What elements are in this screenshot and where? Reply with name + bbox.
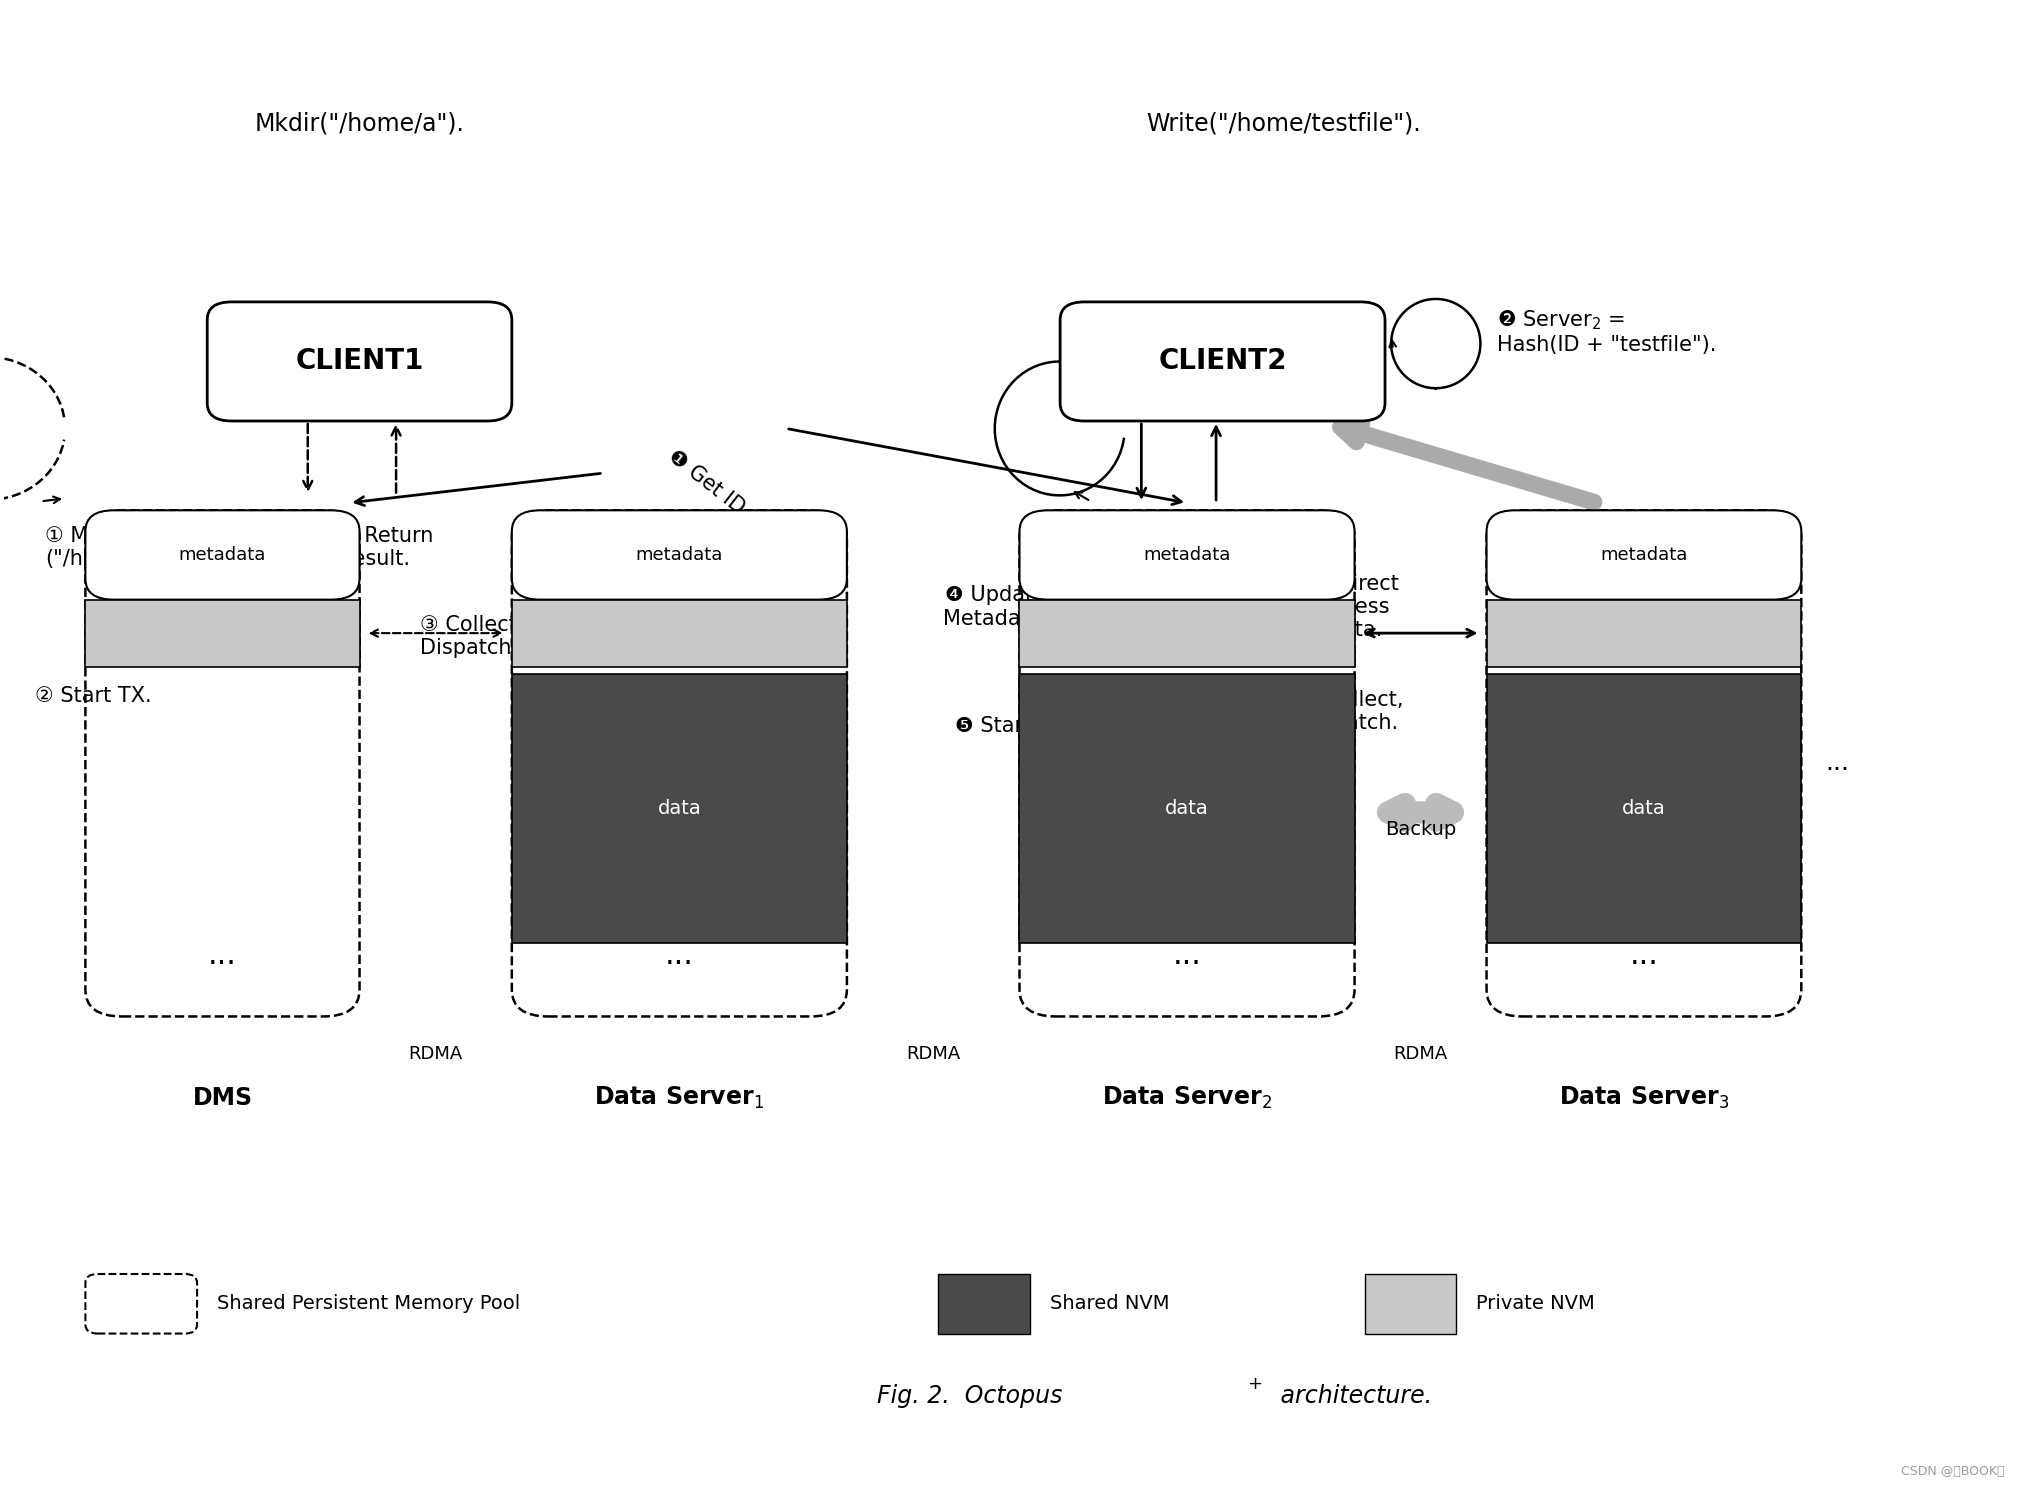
FancyBboxPatch shape [86,1274,198,1334]
Text: Mkdir("/home/a").: Mkdir("/home/a"). [255,111,465,135]
Text: metadata: metadata [179,546,267,564]
FancyBboxPatch shape [512,510,846,600]
Text: metadata: metadata [1601,546,1688,564]
Text: ❺ Start TX.: ❺ Start TX. [954,716,1070,737]
Text: Private NVM: Private NVM [1476,1295,1594,1313]
Text: ❶ Get ID ("/home").: ❶ Get ID ("/home"). [665,446,838,588]
FancyBboxPatch shape [1486,510,1800,1016]
Text: CLIENT1: CLIENT1 [296,347,424,376]
Text: ❷ Server$_2$ =
Hash(ID + "testfile").: ❷ Server$_2$ = Hash(ID + "testfile"). [1497,308,1717,355]
Text: Data Server$_1$: Data Server$_1$ [595,1085,765,1111]
Text: data: data [1623,799,1666,819]
Text: Data Server$_3$: Data Server$_3$ [1560,1085,1729,1111]
FancyBboxPatch shape [208,302,512,421]
FancyBboxPatch shape [86,510,359,600]
Text: data: data [1164,799,1209,819]
Text: metadata: metadata [636,546,724,564]
FancyBboxPatch shape [512,510,846,1016]
FancyBboxPatch shape [1020,510,1354,600]
Bar [512,600,846,666]
Text: CSDN @哔BOOK客: CSDN @哔BOOK客 [1900,1466,2004,1478]
Text: Write("/home/testfile").: Write("/home/testfile"). [1146,111,1421,135]
Text: data: data [657,799,701,819]
FancyBboxPatch shape [1060,302,1384,421]
Text: Shared Persistent Memory Pool: Shared Persistent Memory Pool [218,1295,520,1313]
Text: RDMA: RDMA [1393,1045,1448,1063]
Text: Backup: Backup [1384,820,1456,838]
Text: RDMA: RDMA [408,1045,463,1063]
Text: ② Start TX.: ② Start TX. [35,687,151,707]
Text: architecture.: architecture. [1272,1385,1433,1409]
Bar [1486,674,1800,943]
Text: ① Mkdir
("/home/a").: ① Mkdir ("/home/a"). [45,525,173,569]
FancyBboxPatch shape [1486,510,1800,600]
FancyBboxPatch shape [1020,510,1354,1016]
Text: Data Server$_2$: Data Server$_2$ [1103,1085,1272,1111]
FancyBboxPatch shape [86,510,359,1016]
Bar [938,1274,1030,1334]
Text: metadata: metadata [1144,546,1232,564]
Text: ④ Return
Result.: ④ Return Result. [338,525,434,569]
Bar [512,674,846,943]
Text: CLIENT2: CLIENT2 [1158,347,1287,376]
Text: ···: ··· [1172,951,1201,979]
Text: Fig. 2.  Octopus: Fig. 2. Octopus [877,1385,1062,1409]
Bar [86,600,359,666]
Text: ···: ··· [665,951,693,979]
Text: RDMA: RDMA [905,1045,960,1063]
Text: +: + [1248,1376,1262,1394]
Text: ···: ··· [208,951,237,979]
Bar [1364,1274,1456,1334]
Text: ...: ... [1825,751,1849,775]
Bar [1486,600,1800,666]
Text: ❸ Direct
Access
Data.: ❸ Direct Access Data. [1311,573,1399,641]
Bar [1020,600,1354,666]
Text: ❹ Update
Metadata.: ❹ Update Metadata. [942,585,1048,629]
Bar [1020,674,1354,943]
Text: ···: ··· [1629,951,1658,979]
Text: ❻ Collect,
Dispatch.: ❻ Collect, Dispatch. [1299,690,1403,734]
Text: ③ Collect,
Dispatch.: ③ Collect, Dispatch. [420,615,524,659]
Text: Shared NVM: Shared NVM [1050,1295,1170,1313]
Text: DMS: DMS [192,1087,253,1111]
Text: ❼ Return
Result.: ❼ Return Result. [1140,585,1234,629]
